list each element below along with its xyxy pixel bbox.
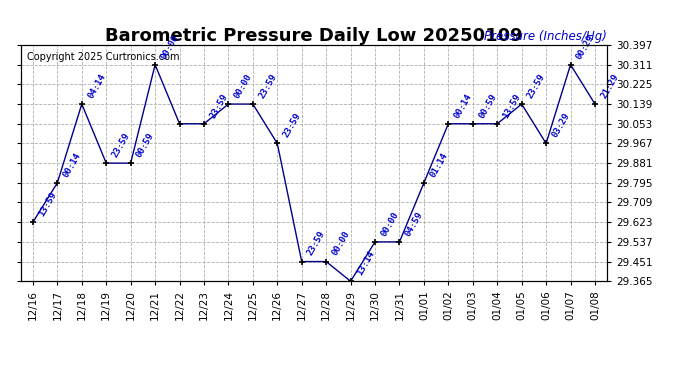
Text: 01:14: 01:14	[428, 151, 449, 178]
Text: 04:14: 04:14	[86, 72, 107, 100]
Text: 00:00: 00:00	[331, 230, 352, 257]
Text: 00:59: 00:59	[477, 92, 498, 120]
Text: 13:14: 13:14	[355, 249, 376, 277]
Text: 00:29: 00:29	[575, 33, 596, 60]
Text: 13:59: 13:59	[502, 92, 522, 120]
Text: 00:00: 00:00	[159, 33, 181, 60]
Text: 21:29: 21:29	[599, 72, 620, 100]
Text: 03:29: 03:29	[550, 111, 571, 139]
Text: 23:59: 23:59	[110, 131, 132, 159]
Text: 00:59: 00:59	[135, 131, 156, 159]
Text: 23:59: 23:59	[282, 111, 303, 139]
Text: 00:14: 00:14	[61, 151, 83, 178]
Text: Pressure (Inches/Hg): Pressure (Inches/Hg)	[484, 30, 607, 43]
Text: 23:59: 23:59	[306, 230, 327, 257]
Text: Copyright 2025 Curtronics.com: Copyright 2025 Curtronics.com	[26, 52, 179, 62]
Text: 23:59: 23:59	[526, 72, 547, 100]
Title: Barometric Pressure Daily Low 20250109: Barometric Pressure Daily Low 20250109	[105, 27, 523, 45]
Text: 00:14: 00:14	[453, 92, 474, 120]
Text: 00:00: 00:00	[233, 72, 254, 100]
Text: 13:59: 13:59	[37, 190, 59, 218]
Text: 00:00: 00:00	[380, 210, 400, 238]
Text: 04:59: 04:59	[404, 210, 425, 238]
Text: 23:59: 23:59	[257, 72, 278, 100]
Text: 23:59: 23:59	[208, 92, 229, 120]
